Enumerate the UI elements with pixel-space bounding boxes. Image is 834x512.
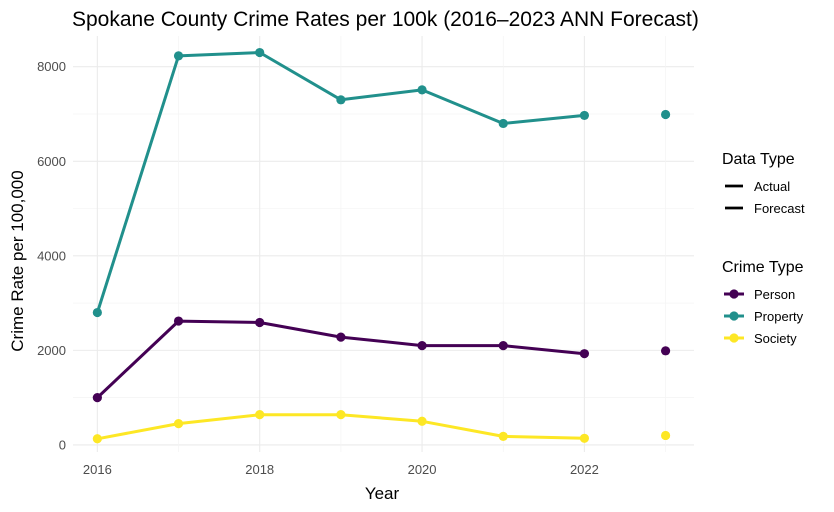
data-point [173, 316, 184, 326]
grid-lines [73, 36, 694, 452]
x-tick-label: 2018 [245, 462, 274, 477]
data-point [255, 410, 265, 420]
y-tick-label: 0 [59, 437, 66, 452]
legend-item-society: Society [724, 331, 797, 346]
y-axis-title: Crime Rate per 100,000 [8, 170, 27, 351]
y-tick-label: 2000 [37, 343, 66, 358]
x-axis-ticks: 2016 2018 2020 2022 [83, 462, 599, 477]
data-point [579, 110, 590, 121]
y-tick-label: 8000 [37, 59, 66, 74]
legend-key-point [729, 311, 739, 321]
x-tick-label: 2016 [83, 462, 112, 477]
y-tick-label: 4000 [37, 248, 66, 263]
legend-label: Person [754, 287, 795, 302]
data-point [498, 431, 508, 441]
data-point [579, 349, 590, 359]
legend: Data Type Actual Forecast Crime Type Per… [722, 151, 805, 346]
series-person [92, 316, 671, 403]
data-point [498, 341, 508, 351]
forecast-point [660, 109, 671, 120]
y-axis-ticks: 0 2000 4000 6000 8000 [37, 59, 66, 452]
data-point [336, 410, 346, 420]
legend-label-forecast: Forecast [754, 201, 805, 216]
legend-item-person: Person [724, 287, 795, 302]
x-axis-title: Year [365, 484, 400, 503]
forecast-point [660, 346, 671, 356]
legend-label-actual: Actual [754, 179, 790, 194]
data-point [92, 307, 102, 318]
data-point [92, 393, 102, 403]
legend-key-point [729, 333, 739, 343]
legend-key-point [729, 289, 739, 299]
data-point [417, 341, 427, 351]
data-point [417, 416, 427, 426]
legend-item-property: Property [724, 309, 804, 324]
data-point [336, 332, 346, 342]
x-tick-label: 2020 [408, 462, 437, 477]
y-tick-label: 6000 [37, 154, 66, 169]
legend-label: Property [754, 309, 804, 324]
data-point [579, 433, 590, 443]
legend-crime-items: Person Property Society [724, 287, 804, 346]
legend-crime-type-title: Crime Type [722, 259, 804, 276]
data-point [173, 419, 184, 429]
series-society [92, 410, 671, 444]
series-layer [92, 47, 671, 444]
legend-data-type-title: Data Type [722, 151, 795, 168]
legend-label: Society [754, 331, 797, 346]
data-point [255, 47, 265, 58]
data-point [498, 118, 508, 129]
x-tick-label: 2022 [570, 462, 599, 477]
data-point [255, 317, 265, 328]
data-point [92, 434, 102, 444]
series-property [92, 47, 671, 318]
data-point [336, 95, 346, 105]
data-point [417, 85, 427, 95]
forecast-point [660, 430, 671, 441]
data-point [173, 51, 184, 61]
chart-title: Spokane County Crime Rates per 100k (201… [72, 8, 699, 31]
